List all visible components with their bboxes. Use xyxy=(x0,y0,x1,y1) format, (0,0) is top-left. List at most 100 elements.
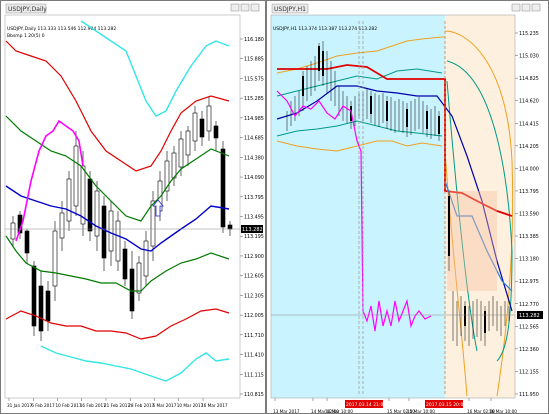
date-tick-label: 15 Mar 02:00 xyxy=(387,409,415,414)
window-controls[interactable] xyxy=(230,3,260,12)
symbol-tab-label: USDJPY,H1 xyxy=(274,6,306,13)
orange-lower-envelope xyxy=(276,140,443,152)
orange-cone-upper xyxy=(444,30,514,397)
price-tick-label: 115.885 xyxy=(244,57,264,63)
current-price-label: 113.282 xyxy=(242,227,263,233)
current-price-tag xyxy=(517,311,543,319)
price-tick-label: 112.770 xyxy=(519,302,539,308)
shaded-region-left xyxy=(271,15,445,398)
minimize-button[interactable] xyxy=(230,3,240,12)
price-tick-label: 112.005 xyxy=(244,313,264,319)
hourly-chart-canvas[interactable]: USDJPY,H1 USDJPY,H1 113.374 113.387 113.… xyxy=(267,1,549,414)
candlesticks xyxy=(10,96,233,341)
price-tick-label: 114.090 xyxy=(244,175,264,181)
marker-tag-1 xyxy=(345,400,383,408)
up-arrow-icon xyxy=(152,199,164,217)
lower-band-2 xyxy=(5,235,230,292)
price-tick-label: 110.815 xyxy=(244,392,264,398)
price-tick-label: 112.155 xyxy=(519,369,539,375)
lower-band-3 xyxy=(5,308,230,340)
price-tick-label: 111.710 xyxy=(244,333,264,339)
price-tick-label: 111.410 xyxy=(244,353,264,359)
price-tick-label: 113.795 xyxy=(519,189,539,195)
date-tick-label: 16 Feb 2017 xyxy=(80,403,106,408)
daily-chart-window[interactable]: USDJPY,Daily USDJPY,Daily 113.333 113.54… xyxy=(0,0,266,414)
upper-band-3 xyxy=(5,40,230,172)
price-tick-label: 113.195 xyxy=(244,234,264,240)
price-tick-label: 114.205 xyxy=(519,144,539,150)
price-tick-label: 112.900 xyxy=(244,254,264,260)
price-tick-label: 115.285 xyxy=(244,96,264,102)
maximize-button[interactable] xyxy=(521,3,531,12)
date-tick-label: 16 Mar 02:00 xyxy=(467,409,495,414)
teal-band-lower xyxy=(276,120,443,137)
plot-frame xyxy=(270,14,516,399)
shaded-region-right xyxy=(445,15,515,398)
close-button[interactable] xyxy=(250,3,260,12)
steel-blue-line xyxy=(444,180,513,292)
date-tick-label: 10 Mar 2017 xyxy=(177,403,204,408)
price-tick-label: 112.975 xyxy=(519,279,539,285)
date-tick-label: 10 Feb 2017 xyxy=(56,403,82,408)
price-tick-label: 113.180 xyxy=(519,257,539,263)
cyan-upper-line xyxy=(80,20,230,117)
close-button[interactable] xyxy=(531,3,541,12)
price-axis[interactable]: 116.180 115.885 115.575 115.285 114.985 114.6… xyxy=(240,37,264,398)
price-tick-label: 114.415 xyxy=(519,121,539,127)
current-price-tag xyxy=(241,225,263,233)
date-tick-label: 13 Mar 2017 xyxy=(273,409,300,414)
price-tick-label: 115.030 xyxy=(519,54,539,60)
middle-band xyxy=(5,185,230,252)
price-tick-label: 116.180 xyxy=(244,37,264,43)
maximize-button[interactable] xyxy=(240,3,250,12)
date-tick-label: 15 Mar 10:00 xyxy=(407,409,435,414)
date-tick-label: 6 Mar 2017 xyxy=(153,403,177,408)
ma-magenta-line xyxy=(276,90,432,332)
date-tick-label: 21 Feb 2017 xyxy=(104,403,130,408)
daily-chart-canvas[interactable]: USDJPY,Daily USDJPY,Daily 113.333 113.54… xyxy=(1,1,266,414)
blue-midline xyxy=(276,85,513,312)
date-tick-label: 14 Mar 10:00 xyxy=(325,409,353,414)
minimize-button[interactable] xyxy=(511,3,521,12)
current-price-label: 113.282 xyxy=(519,313,540,319)
hourly-chart-window[interactable]: USDJPY,H1 USDJPY,H1 113.374 113.387 113.… xyxy=(266,0,549,414)
price-tick-label: 112.605 xyxy=(244,274,264,280)
price-tick-label: 114.825 xyxy=(519,76,539,82)
marker-tag-2 xyxy=(425,400,463,408)
plot-frame xyxy=(4,14,241,399)
date-tick-label: 14 Mar 02:00 xyxy=(311,409,339,414)
ma-magenta-line xyxy=(15,119,84,242)
price-tick-label: 113.590 xyxy=(519,212,539,218)
price-axis[interactable]: 115.235 115.030 114.825 114.620 114.415 114.2… xyxy=(515,31,539,398)
marker-label-1: 2017.03.14 21:00 xyxy=(346,402,386,408)
date-tick-label: 16 Mar 10:00 xyxy=(489,409,517,414)
price-tick-label: 115.235 xyxy=(519,31,539,37)
price-tick-label: 114.000 xyxy=(519,166,539,172)
price-tick-label: 113.795 xyxy=(244,195,264,201)
symbol-tab[interactable] xyxy=(271,3,309,14)
date-tick-label: 31 Jan 2017 xyxy=(7,403,32,408)
date-tick-label: 28 Feb 2017 xyxy=(128,403,154,408)
indicator-header: Bbsmp 1 20(5) 0 xyxy=(7,33,45,39)
symbol-tab-label: USDJPY,Daily xyxy=(8,6,47,13)
price-tick-label: 112.565 xyxy=(519,324,539,330)
price-tick-label: 112.360 xyxy=(519,347,539,353)
price-tick-label: 111.950 xyxy=(519,392,539,398)
price-tick-label: 113.385 xyxy=(519,234,539,240)
cyan-lower-line xyxy=(40,345,230,382)
price-tick-label: 114.620 xyxy=(519,99,539,105)
symbol-tab[interactable] xyxy=(5,3,47,14)
date-tick-label: 16 Mar 2017 xyxy=(201,403,228,408)
price-tick-label: 114.380 xyxy=(244,155,264,161)
price-tick-label: 111.115 xyxy=(244,372,264,378)
upper-band-2 xyxy=(5,115,230,222)
price-tick-label: 114.985 xyxy=(244,116,264,122)
hatched-area xyxy=(447,191,497,291)
chart-header: USDJPY,Daily 113.333 113.546 112.904 113… xyxy=(7,26,116,32)
window-controls[interactable] xyxy=(511,3,541,12)
price-tick-label: 114.685 xyxy=(244,136,264,142)
price-tick-label: 115.575 xyxy=(244,76,264,82)
price-tick-label: 113.495 xyxy=(244,215,264,221)
